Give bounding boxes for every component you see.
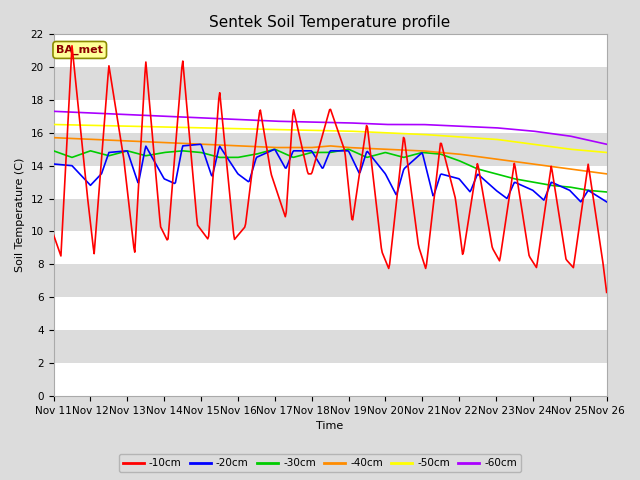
- Bar: [54, 34, 607, 67]
- Bar: [54, 100, 607, 133]
- Bar: [54, 297, 607, 330]
- X-axis label: Time: Time: [316, 421, 344, 432]
- Bar: [54, 67, 607, 100]
- Title: Sentek Soil Temperature profile: Sentek Soil Temperature profile: [209, 15, 451, 30]
- Text: BA_met: BA_met: [56, 45, 103, 55]
- Bar: [54, 199, 607, 231]
- Bar: [54, 133, 607, 166]
- Bar: [54, 166, 607, 199]
- Y-axis label: Soil Temperature (C): Soil Temperature (C): [15, 158, 25, 272]
- Legend: -10cm, -20cm, -30cm, -40cm, -50cm, -60cm: -10cm, -20cm, -30cm, -40cm, -50cm, -60cm: [118, 454, 522, 472]
- Bar: [54, 231, 607, 264]
- Bar: [54, 330, 607, 363]
- Bar: [54, 363, 607, 396]
- Bar: [54, 264, 607, 297]
